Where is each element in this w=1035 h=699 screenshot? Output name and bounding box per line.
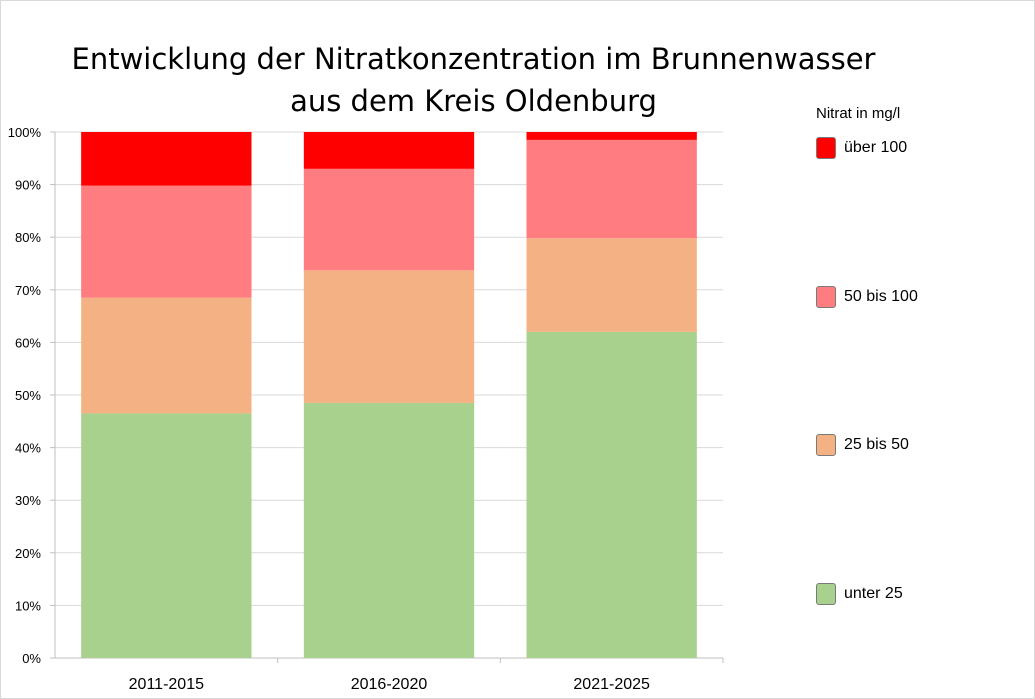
- legend-swatch: [816, 583, 836, 605]
- bar-segment--ber-100-2021-2025: [526, 132, 697, 140]
- legend-label: unter 25: [844, 585, 903, 602]
- y-tick-label: 50%: [15, 388, 41, 403]
- bar-segment-25-bis-50-2021-2025: [526, 238, 697, 332]
- legend-swatch: [816, 434, 836, 457]
- bar-segment-50-bis-100-2021-2025: [526, 139, 697, 239]
- y-tick-label: 100%: [8, 125, 42, 140]
- bar-segment--ber-100-2016-2020: [303, 132, 475, 169]
- bar-segment-25-bis-50-2016-2020: [303, 270, 475, 403]
- bar-segment-unter-25-2021-2025: [526, 331, 697, 658]
- y-tick-label: 30%: [15, 493, 41, 508]
- chart-title-line-2: aus dem Kreis Oldenburg: [290, 84, 657, 118]
- bar-segment-unter-25-2016-2020: [303, 402, 475, 658]
- y-tick-label: 60%: [15, 335, 41, 350]
- x-tick-label: 2021-2025: [573, 676, 650, 693]
- bar-segment-50-bis-100-2011-2015: [81, 185, 252, 298]
- bar-segment-25-bis-50-2011-2015: [81, 297, 252, 414]
- y-tick-label: 70%: [15, 283, 41, 298]
- x-tick-label: 2016-2020: [351, 676, 428, 693]
- y-tick-label: 90%: [15, 178, 41, 193]
- bar-segment-unter-25-2011-2015: [81, 413, 252, 658]
- bar-segment-50-bis-100-2016-2020: [303, 168, 475, 271]
- y-tick-label: 40%: [15, 441, 41, 456]
- legend-label: 25 bis 50: [844, 436, 909, 454]
- bar-segment--ber-100-2011-2015: [81, 132, 252, 186]
- legend-title: Nitrat in mg/l: [816, 105, 901, 122]
- legend-label: 50 bis 100: [844, 287, 918, 305]
- y-tick-label: 10%: [15, 598, 41, 613]
- y-tick-label: 80%: [15, 230, 41, 245]
- x-tick-label: 2011-2015: [129, 676, 204, 693]
- y-tick-label: 20%: [15, 546, 41, 561]
- chart-title-line-1: Entwicklung der Nitratkonzentration im B…: [71, 42, 876, 76]
- legend-swatch: [816, 137, 836, 159]
- legend-label: über 100: [844, 139, 908, 156]
- y-tick-label: 0%: [22, 651, 41, 666]
- legend-swatch: [816, 285, 836, 308]
